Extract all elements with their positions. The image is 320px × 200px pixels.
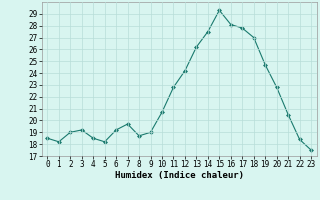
X-axis label: Humidex (Indice chaleur): Humidex (Indice chaleur) — [115, 171, 244, 180]
